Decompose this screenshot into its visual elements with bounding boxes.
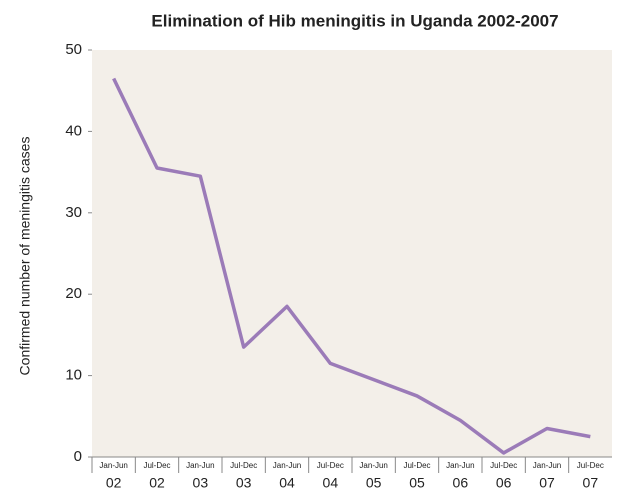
y-tick-label: 30 — [65, 204, 82, 221]
x-tick-label: Jul-Dec — [577, 461, 604, 470]
x-tick-label: Jul-Dec — [403, 461, 430, 470]
x-tick-year: 07 — [539, 475, 555, 491]
x-tick-label: Jul-Dec — [143, 461, 170, 470]
x-tick-label: Jan-Jun — [273, 461, 301, 470]
x-tick-label: Jul-Dec — [317, 461, 344, 470]
y-axis-label: Confirmed number of meningitis cases — [17, 137, 33, 376]
x-tick-year: 05 — [409, 475, 425, 491]
x-tick-label: Jan-Jun — [186, 461, 214, 470]
x-tick-label: Jan-Jun — [359, 461, 387, 470]
x-tick-year: 06 — [453, 475, 469, 491]
y-tick-label: 50 — [65, 41, 82, 58]
x-tick-year: 03 — [193, 475, 209, 491]
x-tick-label: Jul-Dec — [230, 461, 257, 470]
x-tick-year: 02 — [106, 475, 122, 491]
x-tick-label: Jan-Jun — [99, 461, 127, 470]
x-tick-year: 04 — [279, 475, 295, 491]
x-tick-year: 06 — [496, 475, 512, 491]
x-tick-year: 03 — [236, 475, 252, 491]
y-tick-label: 10 — [65, 367, 82, 384]
y-tick-label: 0 — [74, 448, 82, 465]
x-tick-year: 05 — [366, 475, 382, 491]
x-tick-year: 07 — [583, 475, 599, 491]
x-tick-label: Jul-Dec — [490, 461, 517, 470]
y-tick-label: 40 — [65, 122, 82, 139]
x-tick-year: 04 — [323, 475, 339, 491]
x-tick-year: 02 — [149, 475, 165, 491]
y-tick-label: 20 — [65, 285, 82, 302]
x-tick-label: Jan-Jun — [446, 461, 474, 470]
plot-area — [92, 50, 612, 457]
x-tick-label: Jan-Jun — [533, 461, 561, 470]
data-line — [112, 77, 591, 455]
chart-title: Elimination of Hib meningitis in Uganda … — [151, 11, 558, 30]
